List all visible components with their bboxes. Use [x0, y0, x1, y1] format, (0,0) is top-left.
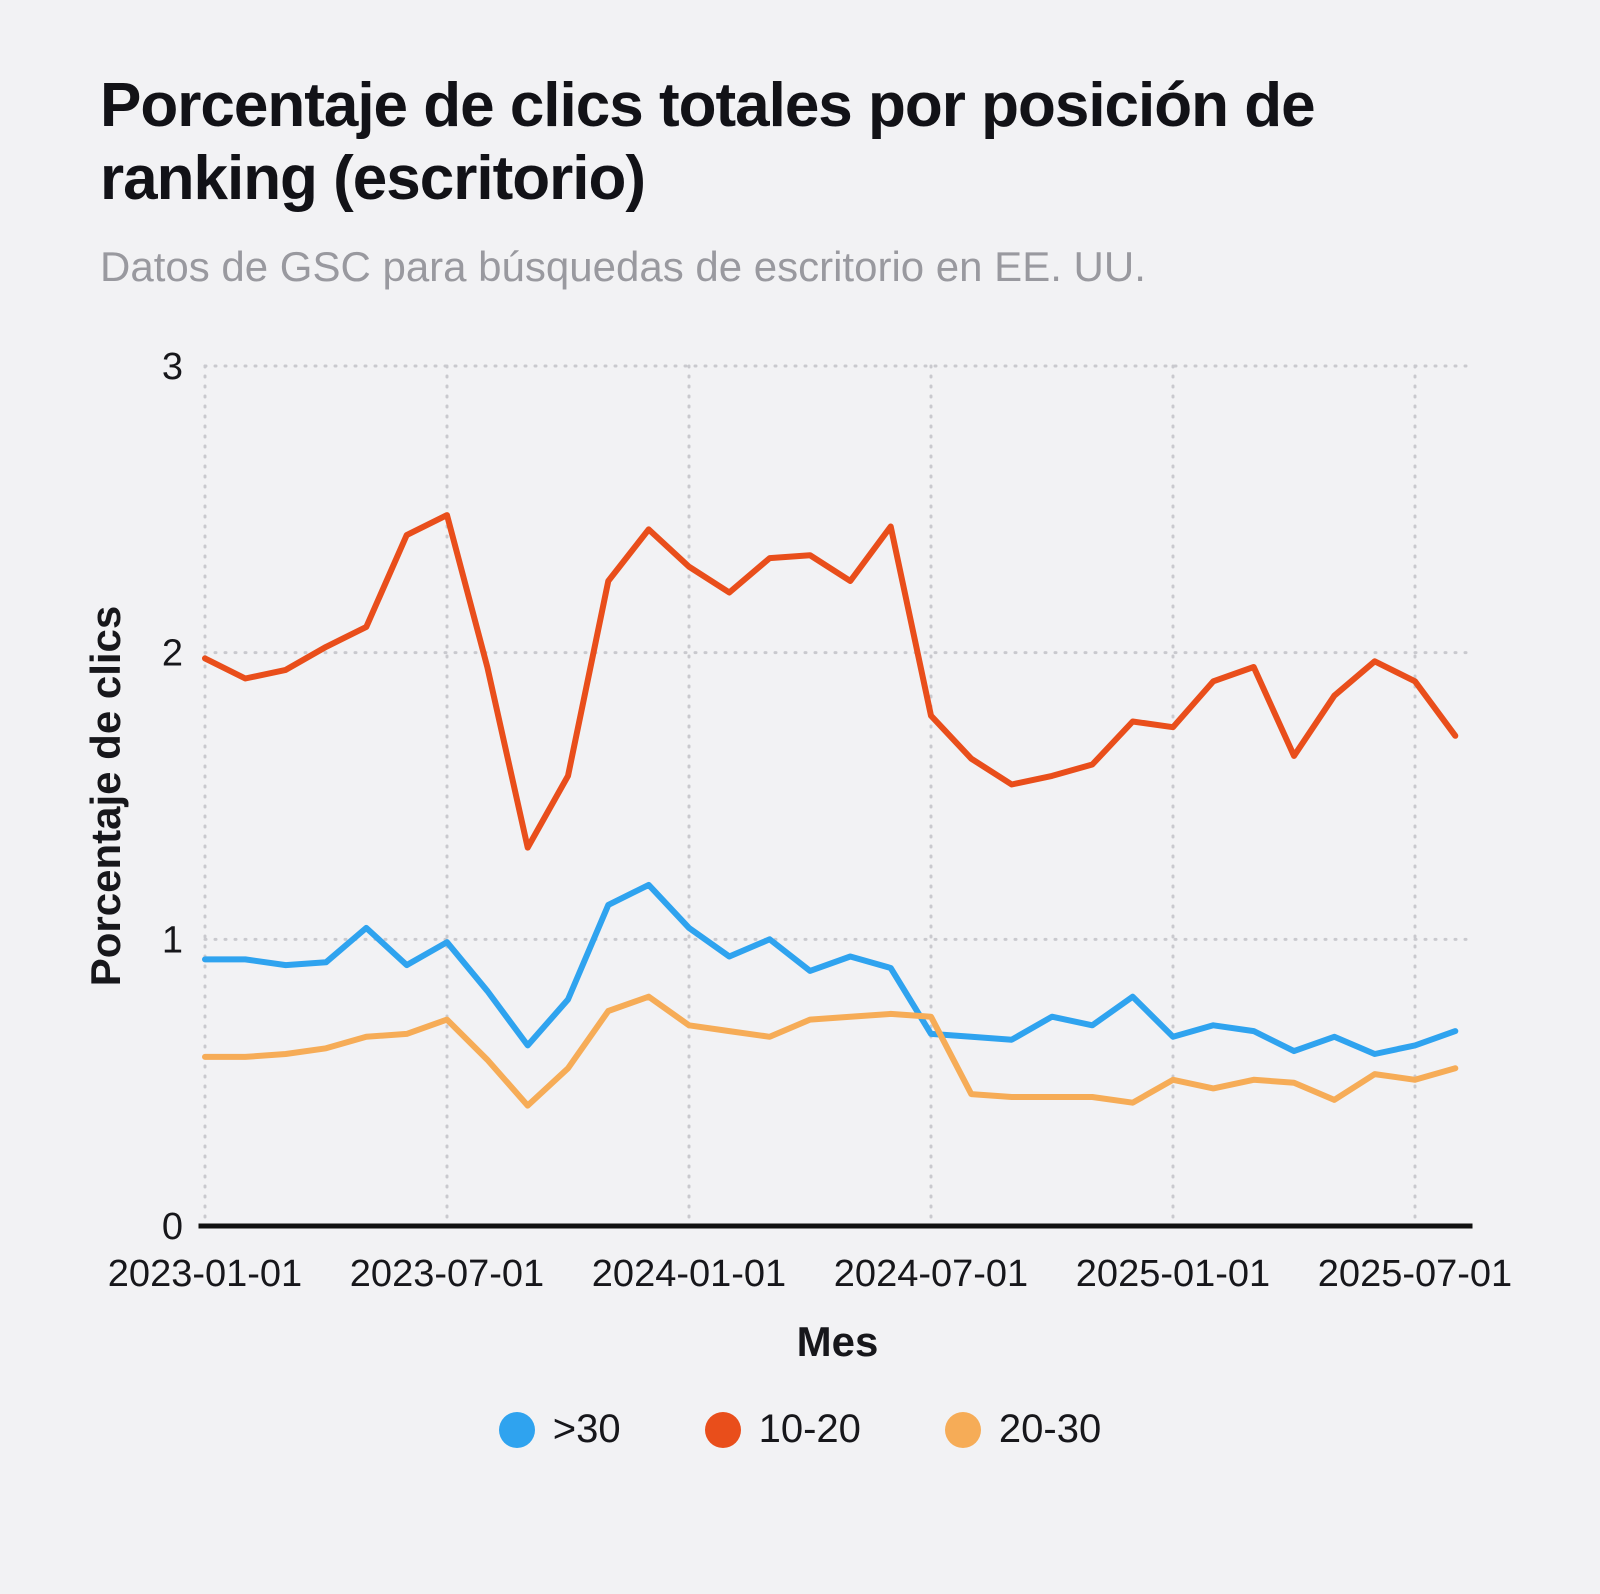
line-chart-canvas: 0 1 2 3 2023-01-01 2023-07-01 2024-01-01 2024-0… — [82, 346, 1512, 1365]
chart-subtitle: Datos de GSC para búsquedas de escritori… — [100, 243, 1146, 291]
legend-item-2030: 20-30 — [944, 1407, 1102, 1452]
x-tick-label: 2025-01-01 — [1076, 1253, 1270, 1295]
y-tick-label: 1 — [162, 919, 183, 961]
legend-item-30: >30 — [498, 1407, 621, 1452]
y-tick-label: 3 — [162, 346, 183, 388]
legend-label-30: >30 — [552, 1407, 621, 1452]
x-tick-label: 2025-07-01 — [1318, 1253, 1512, 1295]
legend-label-1020: 10-20 — [758, 1407, 861, 1452]
x-tick-label: 2024-01-01 — [592, 1253, 786, 1295]
x-tick-label: 2023-01-01 — [108, 1253, 302, 1295]
chart-title: Porcentaje de clics totales por posición… — [100, 71, 1316, 213]
series-line-1020 — [202, 512, 1459, 851]
legend-item-1020: 10-20 — [704, 1407, 861, 1452]
legend-dot-2030 — [944, 1411, 981, 1448]
y-tick-label: 2 — [162, 633, 183, 675]
x-tick-label: 2023-07-01 — [350, 1253, 544, 1295]
legend-dot-30 — [498, 1411, 535, 1448]
legend-label-2030: 20-30 — [998, 1407, 1102, 1452]
y-tick-label: 0 — [162, 1206, 183, 1248]
chart-legend: >30 10-20 20-30 — [0, 1407, 1600, 1452]
series-line-2030 — [202, 993, 1459, 1109]
x-axis-title: Mes — [797, 1318, 879, 1365]
x-tick-label: 2024-07-01 — [834, 1253, 1028, 1295]
chart-header: Porcentaje de clics totales por posición… — [0, 0, 1600, 291]
series-line-30 — [202, 881, 1459, 1058]
legend-dot-1020 — [704, 1411, 741, 1448]
y-axis-title: Porcentaje de clics — [82, 606, 129, 987]
